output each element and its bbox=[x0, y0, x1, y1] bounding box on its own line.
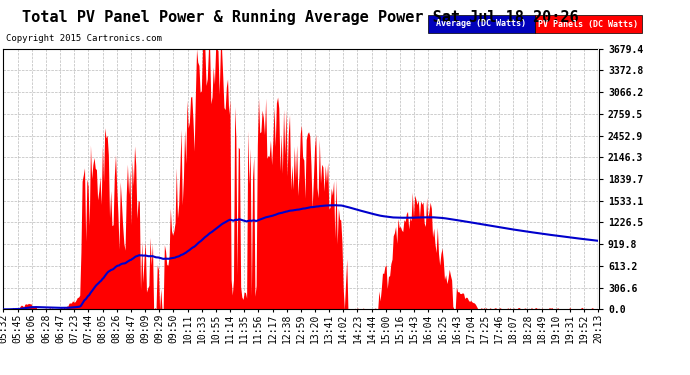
Text: Copyright 2015 Cartronics.com: Copyright 2015 Cartronics.com bbox=[6, 34, 161, 43]
Text: Average (DC Watts): Average (DC Watts) bbox=[436, 20, 526, 28]
Text: Total PV Panel Power & Running Average Power Sat Jul 18 20:26: Total PV Panel Power & Running Average P… bbox=[22, 9, 578, 26]
Text: PV Panels (DC Watts): PV Panels (DC Watts) bbox=[538, 20, 638, 28]
